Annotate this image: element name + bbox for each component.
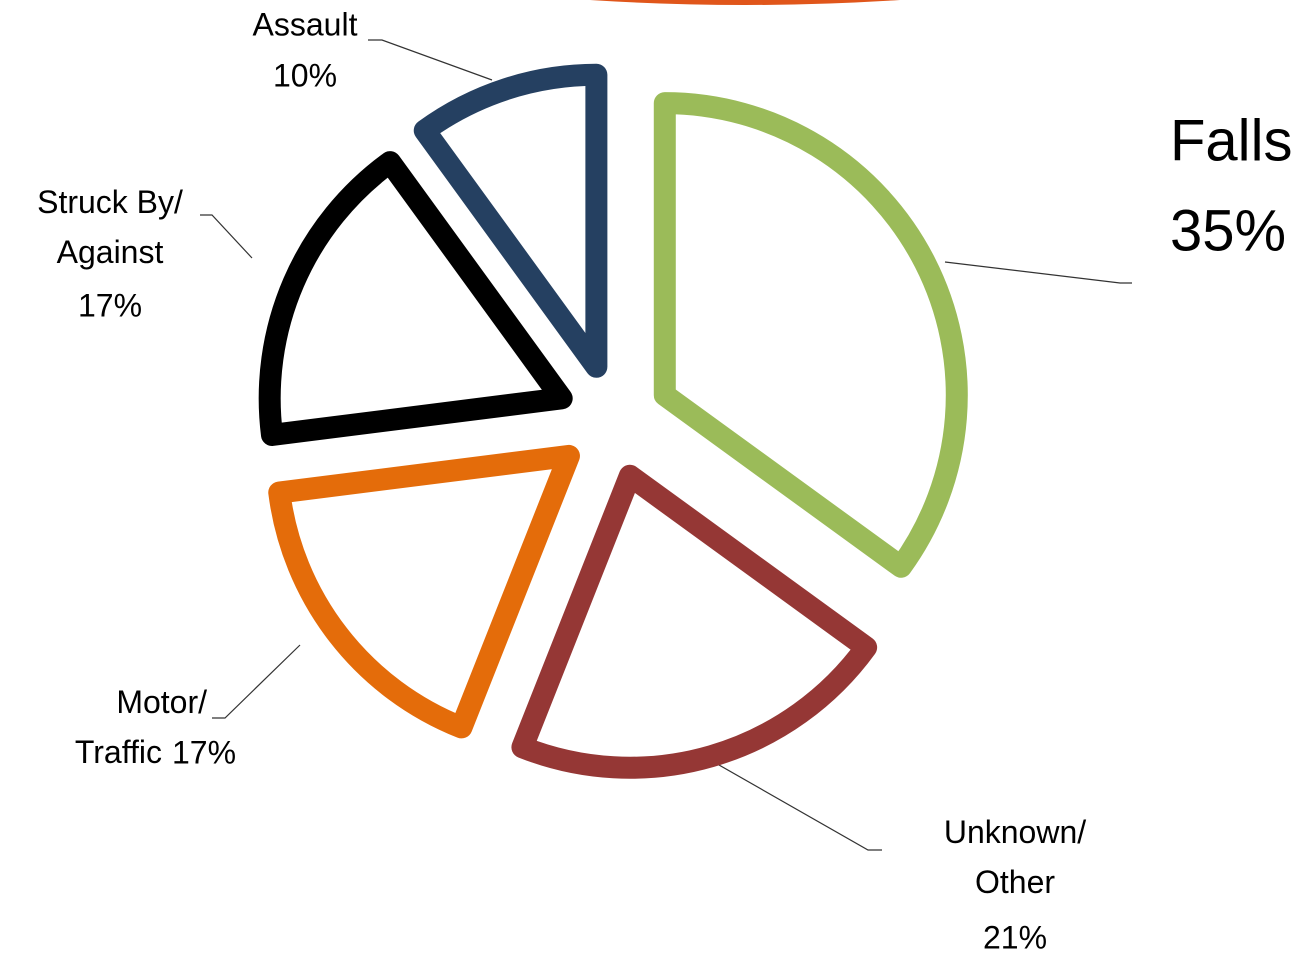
category-label: Unknown/Other: [944, 814, 1086, 900]
pie-slice: [258, 151, 573, 446]
leader-line: [212, 644, 301, 719]
pie-slice: [653, 92, 968, 578]
pie-slice: [413, 63, 608, 378]
value-label: 21%: [983, 919, 1047, 954]
leader-line: [200, 214, 253, 259]
pie-slice: [511, 464, 878, 779]
leader-line: [368, 39, 493, 81]
value-label: 35%: [1170, 198, 1286, 263]
pie-slice: [268, 444, 580, 739]
value-label: 17%: [172, 734, 236, 770]
category-label: Falls: [1170, 108, 1292, 173]
value-label: 17%: [78, 287, 142, 323]
category-label: Motor/Traffic: [75, 684, 207, 770]
leader-line: [944, 261, 1132, 284]
category-label: Struck By/Against: [37, 184, 183, 270]
category-label: Assault: [253, 6, 358, 42]
leader-lines: [200, 39, 1132, 851]
header-accent: [590, 0, 900, 5]
leader-line: [704, 756, 882, 851]
value-label: 10%: [273, 57, 337, 93]
